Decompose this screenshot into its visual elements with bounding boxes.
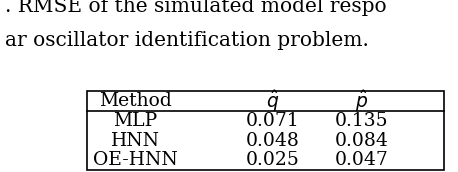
Text: Method: Method [99, 92, 171, 110]
Text: 0.025: 0.025 [245, 151, 300, 169]
Text: . RMSE of the simulated model respo: . RMSE of the simulated model respo [5, 0, 386, 15]
Text: 0.047: 0.047 [335, 151, 389, 169]
Text: $\hat{p}$: $\hat{p}$ [355, 88, 368, 114]
Text: $\hat{q}$: $\hat{q}$ [266, 88, 279, 114]
Text: 0.071: 0.071 [245, 112, 300, 130]
Bar [87, 91, 444, 170]
Text: HNN: HNN [111, 132, 159, 150]
Text: 0.135: 0.135 [335, 112, 389, 130]
Text: MLP: MLP [113, 112, 157, 130]
Text: ar oscillator identification problem.: ar oscillator identification problem. [5, 31, 368, 50]
Text: OE-HNN: OE-HNN [93, 151, 178, 169]
Text: 0.048: 0.048 [245, 132, 300, 150]
Text: 0.084: 0.084 [335, 132, 389, 150]
